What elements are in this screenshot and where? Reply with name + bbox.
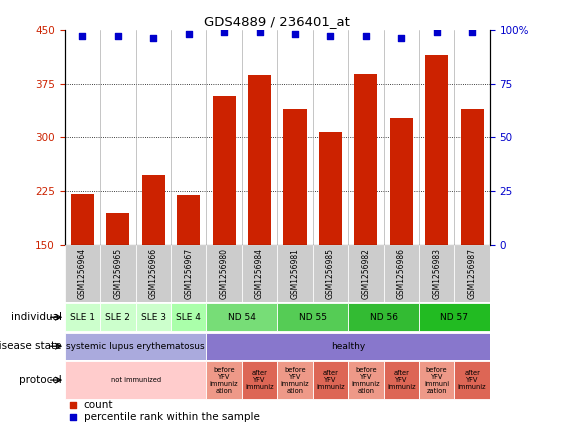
Bar: [278, 303, 348, 332]
Bar: [425, 55, 448, 245]
Point: [291, 30, 300, 37]
Bar: [419, 303, 490, 332]
Bar: [312, 361, 348, 399]
Bar: [242, 361, 277, 399]
Text: GSM1256986: GSM1256986: [397, 248, 406, 299]
Point: [468, 28, 477, 35]
Bar: [390, 118, 413, 245]
Bar: [419, 361, 454, 399]
Text: protocol: protocol: [19, 375, 62, 385]
Bar: [213, 96, 236, 245]
Bar: [383, 361, 419, 399]
Bar: [65, 245, 100, 302]
Bar: [136, 245, 171, 302]
Text: GSM1256987: GSM1256987: [468, 248, 477, 299]
Point: [78, 33, 87, 39]
Text: GSM1256966: GSM1256966: [149, 248, 158, 299]
Text: ND 56: ND 56: [369, 313, 397, 322]
Text: GSM1256964: GSM1256964: [78, 248, 87, 299]
Bar: [242, 245, 277, 302]
Point: [69, 402, 78, 409]
Point: [361, 33, 370, 39]
Point: [220, 28, 229, 35]
Text: GSM1256983: GSM1256983: [432, 248, 441, 299]
Bar: [248, 75, 271, 245]
Bar: [454, 361, 490, 399]
Bar: [65, 303, 100, 332]
Text: before
YFV
immuniz
ation: before YFV immuniz ation: [210, 367, 239, 393]
Bar: [207, 303, 278, 332]
Text: GSM1256985: GSM1256985: [326, 248, 335, 299]
Text: SLE 2: SLE 2: [105, 313, 130, 322]
Bar: [65, 361, 207, 399]
Point: [184, 30, 193, 37]
Bar: [383, 245, 419, 302]
Point: [397, 35, 406, 41]
Bar: [348, 303, 419, 332]
Text: SLE 3: SLE 3: [141, 313, 166, 322]
Bar: [177, 195, 200, 245]
Text: GSM1256967: GSM1256967: [184, 248, 193, 299]
Bar: [100, 303, 136, 332]
Text: before
YFV
immuniz
ation: before YFV immuniz ation: [281, 367, 309, 393]
Text: systemic lupus erythematosus: systemic lupus erythematosus: [66, 342, 205, 351]
Text: SLE 1: SLE 1: [70, 313, 95, 322]
Text: after
YFV
immuniz: after YFV immuniz: [316, 370, 345, 390]
Text: ND 55: ND 55: [299, 313, 327, 322]
Bar: [207, 361, 242, 399]
Bar: [71, 194, 94, 245]
Text: healthy: healthy: [331, 342, 365, 351]
Bar: [65, 332, 207, 360]
Bar: [207, 245, 242, 302]
Text: ND 54: ND 54: [228, 313, 256, 322]
Text: count: count: [84, 400, 113, 410]
Bar: [354, 74, 377, 245]
Point: [432, 28, 441, 35]
Bar: [454, 245, 490, 302]
Title: GDS4889 / 236401_at: GDS4889 / 236401_at: [204, 16, 350, 28]
Text: before
YFV
immuni
zation: before YFV immuni zation: [424, 367, 449, 393]
Bar: [348, 361, 383, 399]
Bar: [278, 245, 312, 302]
Text: after
YFV
immuniz: after YFV immuniz: [245, 370, 274, 390]
Text: after
YFV
immuniz: after YFV immuniz: [387, 370, 415, 390]
Text: GSM1256984: GSM1256984: [255, 248, 264, 299]
Text: individual: individual: [11, 312, 62, 322]
Point: [69, 413, 78, 420]
Text: GSM1256982: GSM1256982: [361, 248, 370, 299]
Text: not immunized: not immunized: [110, 377, 160, 383]
Bar: [207, 332, 490, 360]
Point: [149, 35, 158, 41]
Text: GSM1256981: GSM1256981: [291, 248, 300, 299]
Bar: [171, 303, 207, 332]
Bar: [278, 361, 312, 399]
Point: [326, 33, 335, 39]
Text: before
YFV
immuniz
ation: before YFV immuniz ation: [351, 367, 380, 393]
Bar: [136, 303, 171, 332]
Text: disease state: disease state: [0, 341, 62, 351]
Bar: [171, 245, 207, 302]
Text: GSM1256965: GSM1256965: [113, 248, 122, 299]
Bar: [348, 245, 383, 302]
Bar: [312, 245, 348, 302]
Bar: [142, 175, 165, 245]
Bar: [284, 109, 306, 245]
Text: GSM1256980: GSM1256980: [220, 248, 229, 299]
Text: ND 57: ND 57: [440, 313, 468, 322]
Bar: [319, 132, 342, 245]
Bar: [419, 245, 454, 302]
Bar: [461, 109, 484, 245]
Point: [113, 33, 122, 39]
Text: SLE 4: SLE 4: [176, 313, 201, 322]
Text: percentile rank within the sample: percentile rank within the sample: [84, 412, 260, 422]
Text: after
YFV
immuniz: after YFV immuniz: [458, 370, 486, 390]
Point: [255, 28, 264, 35]
Bar: [106, 213, 129, 245]
Bar: [100, 245, 136, 302]
